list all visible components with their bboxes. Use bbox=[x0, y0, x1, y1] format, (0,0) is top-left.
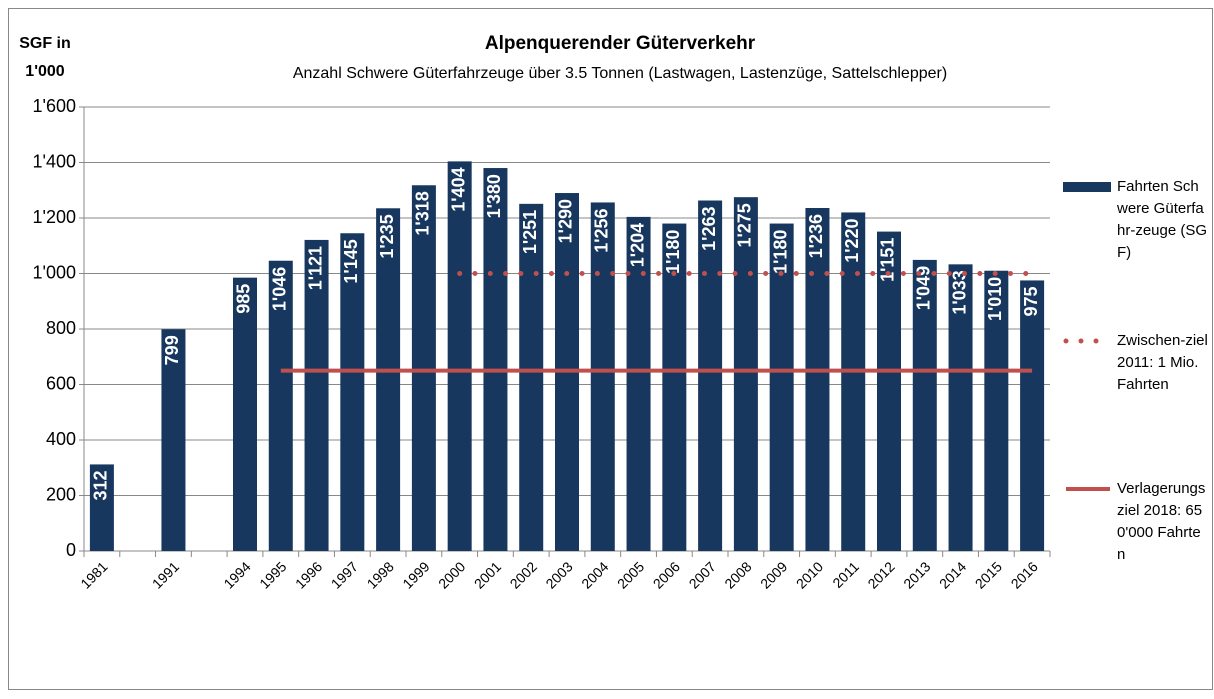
bar bbox=[984, 270, 1009, 551]
bar bbox=[161, 329, 186, 551]
bar bbox=[304, 239, 329, 552]
data-label: 799 bbox=[162, 335, 182, 365]
y-tick-label: 1'000 bbox=[33, 262, 76, 282]
data-label: 1'380 bbox=[484, 174, 504, 218]
bar bbox=[376, 208, 401, 551]
data-label: 1'033 bbox=[949, 270, 969, 314]
chart-title: Alpenquerender Güterverkehr bbox=[485, 33, 756, 54]
data-label: 1'204 bbox=[627, 223, 647, 267]
x-tick-label: 2013 bbox=[900, 558, 933, 591]
bar bbox=[447, 161, 472, 551]
bar bbox=[841, 212, 866, 551]
x-tick-label: 2016 bbox=[1008, 558, 1041, 591]
bar bbox=[769, 223, 794, 552]
data-label: 1'235 bbox=[377, 214, 397, 258]
x-tick-label: 2009 bbox=[757, 558, 790, 591]
data-label: 312 bbox=[91, 470, 111, 500]
x-tick-label: 1995 bbox=[256, 558, 289, 591]
bar bbox=[89, 464, 114, 551]
x-tick-label: 2006 bbox=[650, 558, 683, 591]
y-tick-label: 600 bbox=[46, 373, 76, 393]
bar bbox=[519, 203, 544, 551]
y-tick-label: 400 bbox=[46, 429, 76, 449]
data-label: 975 bbox=[1021, 286, 1041, 316]
x-tick-label: 2015 bbox=[972, 558, 1005, 591]
bar bbox=[411, 185, 436, 551]
chart-frame bbox=[8, 8, 1213, 690]
data-label: 1'180 bbox=[663, 230, 683, 274]
data-label: 1'049 bbox=[914, 266, 934, 310]
chart-subtitle: Anzahl Schwere Güterfahrzeuge über 3.5 T… bbox=[293, 65, 947, 82]
legend-label: Fahrten Schwere Güterfahr-zeuge (SGF) bbox=[1117, 178, 1208, 261]
bar bbox=[662, 223, 687, 552]
y-tick-label: 0 bbox=[66, 540, 76, 560]
data-label: 1'256 bbox=[592, 208, 612, 252]
data-label: 1'151 bbox=[878, 238, 898, 282]
bar bbox=[268, 260, 293, 551]
bar bbox=[483, 168, 508, 552]
data-label: 1'290 bbox=[556, 199, 576, 243]
y-axis-label: SGF in 1'000 bbox=[19, 35, 71, 80]
legend-label: Zwischen-ziel 2011: 1 Mio. Fahrten bbox=[1117, 332, 1208, 393]
x-tick-label: 1997 bbox=[328, 558, 361, 591]
x-tick-label: 1998 bbox=[364, 558, 397, 591]
data-label: 1'180 bbox=[770, 230, 790, 274]
x-tick-label: 2000 bbox=[435, 558, 468, 591]
bar bbox=[948, 264, 973, 551]
x-tick-label: 2014 bbox=[936, 558, 969, 591]
x-tick-label: 1991 bbox=[149, 558, 182, 591]
data-label: 1'236 bbox=[806, 214, 826, 258]
bar bbox=[698, 200, 723, 551]
bar bbox=[733, 197, 758, 551]
y-tick-label: 1'600 bbox=[33, 96, 76, 116]
y-tick-label: 800 bbox=[46, 318, 76, 338]
x-tick-label: 1999 bbox=[399, 558, 432, 591]
x-tick-label: 2004 bbox=[578, 558, 611, 591]
bar bbox=[912, 259, 937, 551]
bar bbox=[877, 231, 901, 551]
data-label: 1'275 bbox=[735, 203, 755, 247]
x-tick-label: 2012 bbox=[864, 558, 897, 591]
x-tick-label: 2005 bbox=[614, 558, 647, 591]
x-tick-label: 2008 bbox=[721, 558, 754, 591]
x-tick-label: 1981 bbox=[77, 558, 110, 591]
data-label: 1'046 bbox=[270, 267, 290, 311]
data-label: 1'220 bbox=[842, 218, 862, 262]
y-tick-label: 1'200 bbox=[33, 207, 76, 227]
data-label: 1'010 bbox=[985, 277, 1005, 321]
y-tick-label: 200 bbox=[46, 484, 76, 504]
bar bbox=[805, 208, 830, 551]
bar bbox=[590, 202, 615, 551]
data-label: 1'263 bbox=[699, 207, 719, 251]
bar bbox=[340, 233, 365, 551]
data-label: 1'318 bbox=[413, 191, 433, 235]
x-tick-label: 2002 bbox=[507, 558, 540, 591]
y-tick-label: 1'400 bbox=[33, 151, 76, 171]
data-label: 1'121 bbox=[305, 246, 325, 290]
x-tick-label: 2011 bbox=[829, 558, 862, 591]
x-tick-label: 2007 bbox=[686, 558, 719, 591]
data-label: 1'251 bbox=[520, 210, 540, 254]
bar bbox=[233, 277, 257, 551]
data-label: 1'145 bbox=[341, 239, 361, 283]
x-tick-label: 1996 bbox=[292, 558, 325, 591]
x-tick-label: 2010 bbox=[793, 558, 826, 591]
x-tick-label: 1994 bbox=[220, 558, 253, 591]
x-tick-label: 2003 bbox=[542, 558, 575, 591]
legend-label: Verlagerungsziel 2018: 650'000 Fahrten bbox=[1117, 480, 1206, 563]
legend-swatch bbox=[1063, 182, 1111, 192]
bar bbox=[1020, 280, 1045, 551]
bar bbox=[626, 216, 651, 551]
data-label: 985 bbox=[234, 284, 254, 314]
x-tick-label: 2001 bbox=[471, 558, 504, 591]
data-label: 1'404 bbox=[448, 167, 468, 211]
